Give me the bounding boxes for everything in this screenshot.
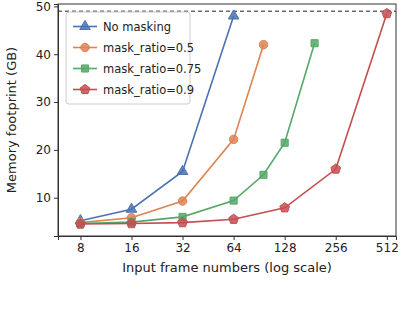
x-tick: 64 (226, 236, 241, 255)
y-tick: 10 (36, 191, 58, 205)
y-tick-mark (54, 198, 58, 199)
x-tick-mark (387, 236, 388, 240)
series-marker (382, 8, 392, 17)
chart: 8 16 32 64 128 256 512 10 20 30 40 50 No masking mask… (0, 0, 402, 326)
y-tick: 50 (36, 0, 58, 14)
y-tick-mark (54, 150, 58, 151)
y-axis: 10 20 30 40 50 (36, 0, 59, 237)
series-marker (228, 10, 239, 19)
x-tick: 32 (175, 236, 190, 255)
x-tick-mark (285, 236, 286, 240)
x-tick-label: 256 (325, 241, 348, 255)
legend-marker (81, 65, 88, 72)
series-marker (76, 219, 86, 228)
series-line (80, 14, 386, 224)
x-tick-mark (183, 236, 184, 240)
x-axis-line (59, 237, 397, 241)
y-tick-label: 20 (36, 143, 51, 157)
legend-marker (80, 84, 90, 93)
x-axis: 8 16 32 64 128 256 512 (59, 236, 399, 255)
series-marker (126, 203, 137, 212)
legend-label: No masking (103, 20, 171, 34)
y-tick-label: 40 (36, 48, 51, 62)
series-marker (331, 164, 341, 173)
series-line (80, 43, 314, 223)
series-marker (280, 203, 290, 212)
series-marker (281, 139, 288, 146)
legend: No masking mask_ratio=0.5 mask_ratio=0.75m… (66, 12, 201, 104)
series-marker (229, 135, 237, 143)
x-tick: 512 (376, 236, 399, 255)
y-tick-mark (54, 54, 58, 55)
legend-label: mask_ratio=0.5 (103, 41, 194, 55)
y-tick: 40 (36, 48, 58, 62)
series-marker (127, 218, 137, 227)
x-tick-mark (336, 236, 337, 240)
series-marker (260, 171, 267, 178)
legend-marker (80, 20, 91, 29)
x-tick-mark (234, 236, 235, 240)
series-marker (229, 214, 239, 223)
y-tick: 30 (36, 95, 58, 109)
y-tick-mark (54, 102, 58, 103)
series-marker (178, 197, 186, 205)
plot-frame (58, 4, 396, 236)
series-marker (177, 165, 188, 174)
y-axis-title: Memory footprint (GB) (4, 47, 19, 193)
x-tick-label: 16 (124, 241, 139, 255)
series-marker (259, 40, 267, 48)
y-tick-label: 30 (36, 95, 51, 109)
x-tick: 16 (124, 236, 139, 255)
plot-area (58, 8, 396, 228)
legend-label: mask_ratio=0.75 (103, 62, 201, 76)
series (76, 8, 392, 228)
x-tick-mark (80, 236, 81, 240)
x-tick-label: 8 (77, 241, 85, 255)
x-tick-mark (131, 236, 132, 240)
series (77, 40, 318, 227)
x-axis-title: Input frame numbers (log scale) (122, 260, 332, 275)
series (76, 40, 268, 226)
y-tick-label: 10 (36, 191, 51, 205)
legend-marker (81, 43, 89, 51)
y-tick: 20 (36, 143, 58, 157)
x-tick-label: 128 (274, 241, 297, 255)
x-tick-label: 512 (376, 241, 399, 255)
x-tick: 8 (77, 236, 85, 255)
y-tick-mark (54, 6, 58, 7)
x-tick-label: 64 (226, 241, 241, 255)
legend-label: mask_ratio=0.9 (103, 83, 194, 97)
series-line (80, 16, 233, 221)
series-marker (178, 218, 188, 227)
x-tick: 128 (274, 236, 297, 255)
y-tick-label: 50 (36, 0, 51, 14)
series-line (80, 45, 263, 223)
x-tick: 256 (325, 236, 348, 255)
series-marker (311, 40, 318, 47)
series-marker (230, 197, 237, 204)
x-tick-label: 32 (175, 241, 190, 255)
